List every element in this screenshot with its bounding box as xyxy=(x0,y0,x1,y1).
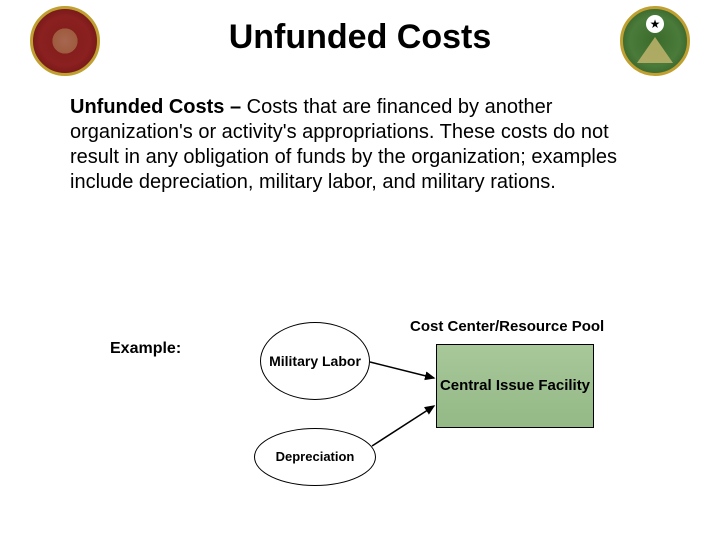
definition-term: Unfunded Costs – xyxy=(70,96,247,118)
example-label: Example: xyxy=(110,340,181,358)
node-depreciation: Depreciation xyxy=(254,428,376,486)
node-depreciation-label: Depreciation xyxy=(276,450,355,465)
page-title: Unfunded Costs xyxy=(0,18,720,57)
node-pool: Central Issue Facility xyxy=(436,344,594,428)
node-military-labor: Military Labor xyxy=(260,322,370,400)
pool-header: Cost Center/Resource Pool xyxy=(410,318,604,335)
node-pool-label: Central Issue Facility xyxy=(440,377,590,396)
node-military-labor-label: Military Labor xyxy=(269,353,361,369)
definition-paragraph: Unfunded Costs – Costs that are financed… xyxy=(70,95,650,195)
